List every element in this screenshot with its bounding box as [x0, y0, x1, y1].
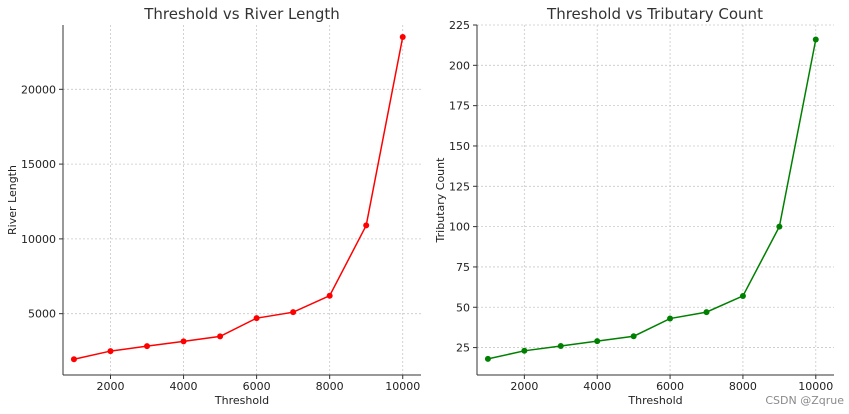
y-tick-label: 25	[456, 342, 470, 355]
x-tick-label: 10000	[385, 380, 420, 393]
river-length-chart: 2000 4000 6000 8000 10000 5000 10000 15000 20000…	[6, 5, 421, 407]
data-point	[484, 355, 491, 362]
y-tick-label: 225	[449, 19, 470, 32]
y-tick-label: 50	[456, 301, 470, 314]
x-tick-label: 6000	[656, 380, 684, 393]
series-line	[73, 36, 404, 361]
data-point	[144, 343, 151, 350]
chart-title: Threshold vs River Length	[143, 5, 340, 23]
series-line	[487, 39, 817, 360]
y-tick-label: 10000	[21, 233, 56, 246]
tributary-count-chart: 2000 4000 6000 8000 10000 25 50 75 100 125 150 175 2…	[434, 5, 834, 407]
data-point	[812, 36, 819, 43]
data-point	[703, 309, 710, 316]
y-tick-label: 125	[449, 180, 470, 193]
data-point	[253, 315, 260, 322]
data-point	[521, 347, 528, 354]
data-point	[107, 348, 114, 355]
data-point	[217, 333, 224, 340]
watermark-text: CSDN @Zqrue	[765, 394, 844, 407]
x-tick-label: 8000	[316, 380, 344, 393]
x-tick-label: 6000	[243, 380, 271, 393]
x-tick-label: 10000	[798, 380, 833, 393]
y-tick-label: 5000	[28, 308, 56, 321]
data-point	[776, 223, 783, 230]
y-axis-label: River Length	[6, 165, 19, 235]
data-point	[70, 356, 77, 363]
chart-title: Threshold vs Tributary Count	[546, 5, 763, 23]
x-tick-label: 4000	[583, 380, 611, 393]
data-point	[399, 33, 406, 40]
y-axis-label: Tributary Count	[434, 157, 447, 244]
data-point	[290, 309, 297, 316]
x-tick-label: 2000	[96, 380, 124, 393]
data-point	[557, 342, 564, 349]
data-point	[667, 315, 674, 322]
x-tick-label: 4000	[170, 380, 198, 393]
y-tick-label: 100	[449, 221, 470, 234]
x-axis-label: Threshold	[627, 394, 682, 407]
data-point	[326, 292, 333, 299]
data-point	[739, 292, 746, 299]
data-point	[180, 338, 187, 345]
data-point	[594, 338, 601, 345]
data-point	[363, 222, 370, 229]
y-tick-label: 150	[449, 140, 470, 153]
x-tick-label: 2000	[510, 380, 538, 393]
y-tick-label: 20000	[21, 83, 56, 96]
x-axis-label: Threshold	[214, 394, 269, 407]
y-tick-label: 175	[449, 100, 470, 113]
data-point	[630, 333, 637, 340]
y-tick-label: 75	[456, 261, 470, 274]
x-tick-label: 8000	[729, 380, 757, 393]
y-tick-label: 200	[449, 59, 470, 72]
y-tick-label: 15000	[21, 158, 56, 171]
